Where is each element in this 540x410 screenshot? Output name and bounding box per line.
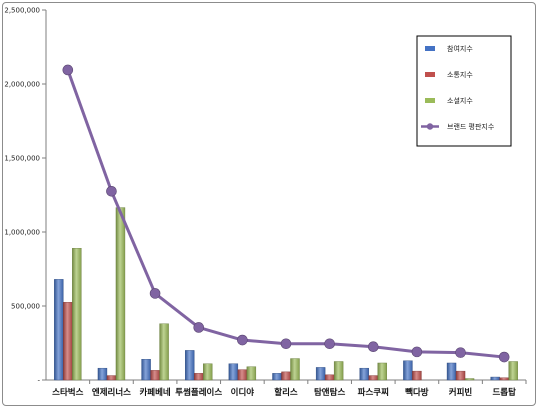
bar <box>290 358 300 381</box>
legend-swatch-marker <box>426 123 434 130</box>
bar <box>455 370 466 381</box>
bar <box>315 367 326 381</box>
bar <box>203 363 213 381</box>
x-category-label: 엔제리너스 <box>92 387 131 398</box>
bar <box>141 359 151 381</box>
bar <box>194 373 204 381</box>
legend-label: 소셜지수 <box>447 96 473 105</box>
bar <box>446 362 457 381</box>
line-point <box>411 346 423 358</box>
bar <box>324 374 335 381</box>
line-point <box>324 338 335 350</box>
y-tick-label: 1,500,000 <box>4 155 40 163</box>
x-category-label: 빽다방 <box>405 387 429 398</box>
legend-label: 소통지수 <box>447 70 473 79</box>
bar <box>185 350 195 381</box>
bar <box>228 363 239 381</box>
x-category-label: 탐앤탐스 <box>314 387 345 398</box>
legend-swatch <box>425 98 435 103</box>
x-category-label: 스타벅스 <box>52 387 83 398</box>
bar <box>246 366 257 381</box>
bar <box>54 279 64 381</box>
line-point <box>455 347 466 358</box>
bar <box>237 369 248 381</box>
bar <box>403 360 413 381</box>
x-category-label: 할리스 <box>274 387 298 398</box>
line-point <box>280 338 292 350</box>
bar <box>508 361 518 381</box>
line-point <box>149 288 161 299</box>
legend-swatch <box>425 46 435 51</box>
bar <box>499 377 509 381</box>
bar <box>63 302 73 381</box>
bar <box>377 362 387 381</box>
line-point <box>367 341 379 353</box>
line-point <box>193 322 205 333</box>
bar <box>72 248 82 381</box>
line-point <box>237 334 248 346</box>
x-category-label: 이디야 <box>231 387 255 398</box>
bar <box>464 378 475 381</box>
bar <box>150 370 160 381</box>
y-tick-label: 2,500,000 <box>4 7 40 15</box>
bar <box>333 361 344 381</box>
y-tick-label: 2,000,000 <box>4 81 40 89</box>
legend-swatch <box>425 72 435 77</box>
bar <box>490 376 500 381</box>
bar <box>106 375 117 381</box>
bar <box>159 323 169 381</box>
x-category-label: 투썸플레이스 <box>175 387 222 398</box>
x-category-label: 파스쿠찌 <box>358 387 389 398</box>
y-tick-label: 1,000,000 <box>4 229 40 237</box>
bar <box>359 367 369 381</box>
x-category-label: 드롭탑 <box>492 387 516 398</box>
y-tick-label: - <box>37 377 40 385</box>
bar <box>272 373 282 381</box>
bar <box>368 375 378 381</box>
legend-label: 참여지수 <box>447 44 473 53</box>
bar <box>412 370 422 381</box>
bar <box>97 367 108 381</box>
bar <box>281 371 291 381</box>
x-category-label: 커피빈 <box>449 387 473 398</box>
x-category-label: 카페베네 <box>139 387 170 398</box>
line-point <box>62 64 74 76</box>
line-point <box>106 186 117 197</box>
line-point <box>498 351 510 363</box>
legend-label: 브랜드 평판지수 <box>447 122 495 131</box>
bar <box>115 207 126 381</box>
y-tick-label: 500,000 <box>11 303 40 311</box>
